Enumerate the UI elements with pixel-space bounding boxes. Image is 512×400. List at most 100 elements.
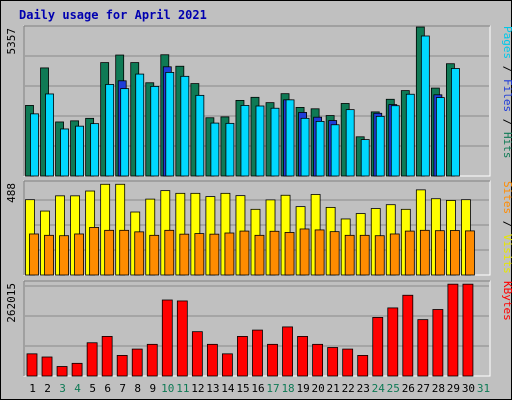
- day-label: 16: [251, 382, 264, 395]
- day-label: 26: [402, 382, 415, 395]
- sites-bar: [329, 231, 340, 276]
- day-label: 12: [191, 382, 204, 395]
- kbytes-bar: [267, 343, 278, 377]
- kbytes-bar: [432, 309, 444, 377]
- kbytes-bar: [282, 326, 293, 377]
- axis-label-part: Hits: [501, 132, 512, 159]
- kbytes-bar: [71, 362, 83, 377]
- visits-axis-max-label: 488: [5, 183, 18, 203]
- kbytes-bar: [206, 343, 218, 377]
- sites-bar: [164, 229, 175, 276]
- day-label: 14: [221, 382, 235, 395]
- kbytes-axis-label: KBytes: [501, 281, 512, 321]
- day-label: 31: [477, 382, 490, 395]
- sites-bar: [465, 230, 475, 276]
- day-label: 23: [357, 382, 370, 395]
- sites-bar: [44, 234, 54, 276]
- pages-bar: [375, 115, 385, 177]
- sites-bar: [209, 233, 220, 276]
- day-label: 8: [134, 382, 141, 395]
- kbytes-bar: [312, 343, 324, 377]
- kbytes-bar: [342, 348, 354, 377]
- day-label: 25: [387, 382, 400, 395]
- day-label: 27: [417, 382, 430, 395]
- pages-files-hits-axis-label: Pages / Files / Hits: [501, 26, 512, 159]
- kbytes-bar: [41, 356, 53, 377]
- axis-label-part: /: [501, 214, 512, 234]
- sites-bar: [194, 233, 205, 276]
- pages-bar: [195, 94, 205, 177]
- kbytes-bar: [402, 294, 414, 377]
- sites-bar: [269, 230, 280, 276]
- pages-bar: [165, 71, 175, 177]
- pages-bar: [390, 105, 400, 177]
- sites-bar: [239, 230, 250, 276]
- kbytes-bar: [161, 299, 173, 377]
- day-label: 29: [447, 382, 460, 395]
- day-label: 17: [266, 382, 279, 395]
- pages-bar: [210, 122, 220, 177]
- day-label: 3: [59, 382, 66, 395]
- sites-bar: [344, 234, 355, 276]
- sites-bar: [119, 229, 130, 276]
- axis-label-part: /: [501, 112, 512, 132]
- pages-bar: [360, 139, 370, 177]
- sites-bar: [404, 230, 415, 276]
- hits-axis-max-label: 5357: [5, 28, 18, 55]
- day-label: 20: [312, 382, 325, 395]
- sites-bar: [284, 232, 295, 276]
- sites-bar: [359, 234, 370, 276]
- sites-bar: [149, 234, 160, 276]
- kbytes-bar: [417, 319, 429, 377]
- kbytes-bar: [327, 347, 339, 377]
- pages-bar: [435, 97, 445, 177]
- day-label: 24: [372, 382, 386, 395]
- kbytes-bar: [131, 348, 143, 377]
- day-label: 18: [281, 382, 294, 395]
- sites-bar: [374, 235, 385, 276]
- axis-label-part: Sites: [501, 181, 512, 214]
- axis-label-part: Files: [501, 79, 512, 112]
- pages-bar: [345, 109, 355, 177]
- sites-bar: [104, 229, 115, 276]
- kbytes-bar: [26, 353, 38, 377]
- kbytes-bar: [116, 355, 128, 377]
- day-label: 15: [236, 382, 249, 395]
- pages-bar: [90, 123, 100, 177]
- pages-bar: [300, 117, 310, 177]
- sites-bar: [314, 229, 325, 276]
- day-label: 1: [29, 382, 36, 395]
- pages-bar: [330, 124, 340, 177]
- day-label: 21: [327, 382, 340, 395]
- kbytes-bar: [252, 329, 263, 377]
- pages-bar: [315, 120, 325, 177]
- kbytes-bar: [101, 336, 113, 377]
- kbytes-bar: [222, 353, 233, 377]
- pages-bar: [150, 85, 160, 177]
- axis-label-part: /: [501, 59, 512, 79]
- day-label: 5: [89, 382, 96, 395]
- day-label: 22: [342, 382, 355, 395]
- kbytes-bar: [387, 307, 399, 377]
- sites-bar: [450, 230, 460, 276]
- pages-bar: [255, 105, 265, 177]
- day-label: 19: [296, 382, 309, 395]
- sites-bar: [434, 230, 445, 276]
- kbytes-bar: [237, 336, 248, 377]
- kbytes-bar: [146, 343, 158, 377]
- pages-bar: [180, 75, 190, 177]
- sites-bar: [224, 232, 235, 276]
- day-label: 4: [74, 382, 81, 395]
- kbytes-bar: [191, 331, 203, 377]
- pages-bar: [105, 84, 115, 177]
- pages-bar: [60, 128, 69, 177]
- axis-label-part: Pages: [501, 26, 512, 59]
- day-label: 11: [176, 382, 189, 395]
- sites-bar: [179, 233, 190, 276]
- sites-bar: [59, 235, 69, 276]
- pages-bar: [135, 73, 145, 177]
- day-label: 30: [462, 382, 475, 395]
- kbytes-bar: [176, 300, 188, 377]
- kbytes-bar: [447, 283, 459, 377]
- kbytes-bar: [462, 283, 474, 377]
